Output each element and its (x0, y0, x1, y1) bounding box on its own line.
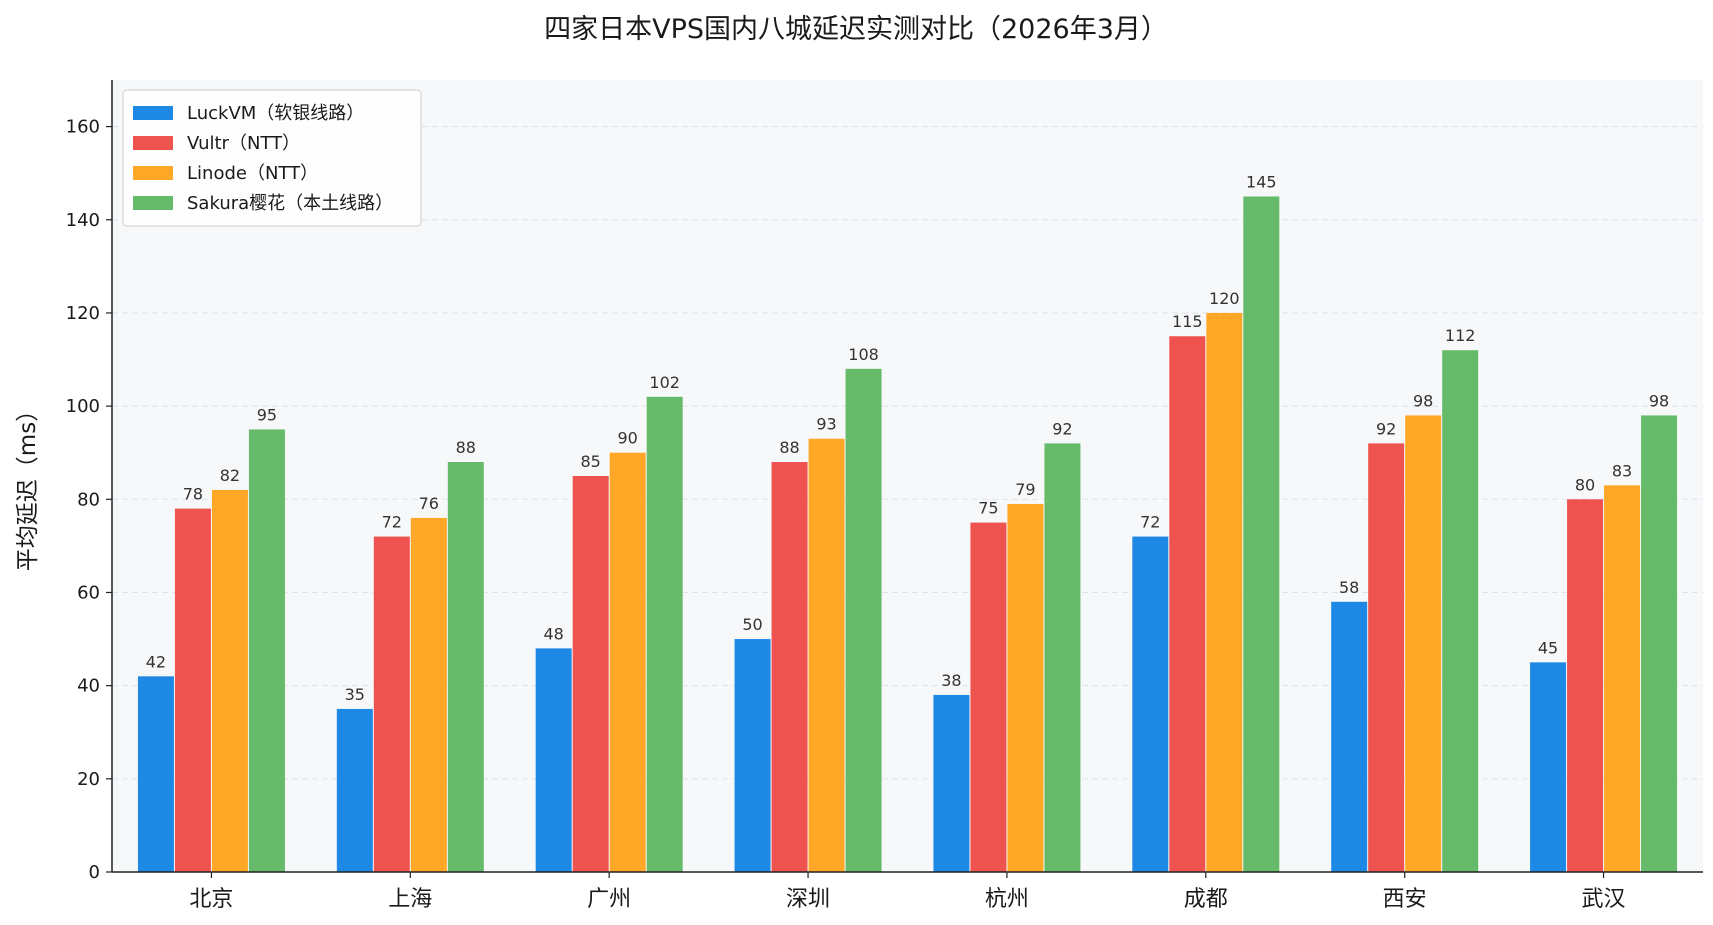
bar (174, 508, 211, 872)
data-label: 79 (1015, 480, 1035, 499)
data-label: 93 (816, 415, 836, 434)
bar (1604, 485, 1641, 872)
data-label: 45 (1538, 638, 1558, 657)
legend-swatch (133, 136, 173, 150)
y-tick-label: 120 (66, 303, 100, 324)
data-label: 35 (345, 685, 365, 704)
bar (845, 368, 882, 872)
data-label: 72 (382, 513, 402, 532)
y-tick-label: 40 (77, 676, 100, 697)
bar (447, 462, 484, 872)
bar (1368, 443, 1405, 872)
x-tick-label: 杭州 (985, 887, 1029, 912)
x-tick-label: 西安 (1383, 887, 1427, 912)
data-label: 76 (419, 494, 439, 513)
x-tick-label: 成都 (1184, 887, 1228, 912)
bar (535, 648, 572, 872)
bar (373, 536, 410, 872)
data-label: 82 (220, 466, 240, 485)
x-tick-label: 深圳 (786, 887, 830, 912)
data-label: 72 (1140, 513, 1160, 532)
bar (609, 452, 646, 872)
bar (1442, 350, 1479, 872)
data-label: 38 (941, 671, 961, 690)
y-tick-label: 60 (77, 582, 100, 603)
data-label: 88 (779, 438, 799, 457)
bar (137, 676, 174, 872)
bar (970, 522, 1007, 872)
bar (1405, 415, 1442, 872)
data-label: 112 (1445, 326, 1476, 345)
data-label: 88 (456, 438, 476, 457)
y-tick-label: 80 (77, 489, 100, 510)
x-tick-label: 广州 (587, 887, 631, 912)
bar (248, 429, 285, 872)
bar (1331, 601, 1368, 872)
bar (734, 639, 771, 872)
legend-swatch (133, 196, 173, 210)
y-tick-label: 0 (89, 862, 100, 883)
data-label: 95 (257, 405, 277, 424)
data-label: 115 (1172, 312, 1203, 331)
data-label: 50 (742, 615, 762, 634)
data-label: 85 (581, 452, 601, 471)
y-tick-label: 100 (66, 396, 100, 417)
y-axis-label: 平均延迟（ms） (15, 399, 41, 571)
data-label: 98 (1413, 391, 1433, 410)
legend-label: Vultr（NTT） (187, 133, 300, 154)
data-label: 48 (544, 624, 564, 643)
bar (1007, 503, 1044, 872)
x-tick-label: 上海 (388, 887, 432, 912)
legend-swatch (133, 106, 173, 120)
bar (1641, 415, 1678, 872)
data-label: 75 (978, 499, 998, 518)
bar (933, 694, 970, 872)
data-label: 102 (649, 373, 680, 392)
bar (1044, 443, 1081, 872)
data-label: 108 (848, 345, 879, 364)
bar (1567, 499, 1604, 872)
bar (1530, 662, 1567, 872)
data-label: 90 (618, 429, 638, 448)
data-label: 145 (1246, 172, 1277, 191)
data-label: 58 (1339, 578, 1359, 597)
bar (1169, 336, 1206, 872)
data-label: 80 (1575, 475, 1595, 494)
bar (410, 517, 447, 872)
legend-label: Sakura樱花（本土线路） (187, 193, 393, 214)
y-tick-label: 20 (77, 769, 100, 790)
data-label: 92 (1052, 419, 1072, 438)
data-label: 42 (146, 652, 166, 671)
bar (646, 396, 683, 872)
y-tick-label: 140 (66, 210, 100, 231)
bar (211, 489, 248, 872)
bar (1243, 196, 1280, 872)
y-tick-label: 160 (66, 117, 100, 138)
legend-label: LuckVM（软银线路） (187, 103, 364, 124)
x-tick-label: 北京 (189, 887, 233, 912)
bar (808, 438, 845, 872)
legend-label: Linode（NTT） (187, 163, 318, 184)
data-label: 78 (183, 485, 203, 504)
bar (336, 708, 373, 872)
legend-swatch (133, 166, 173, 180)
legend-box (122, 89, 422, 227)
data-label: 92 (1376, 419, 1396, 438)
bar (572, 476, 609, 872)
chart-title: 四家日本VPS国内八城延迟实测对比（2026年3月） (544, 14, 1168, 45)
data-label: 120 (1209, 289, 1240, 308)
bar (1206, 312, 1243, 872)
data-label: 83 (1612, 461, 1632, 480)
bar (1132, 536, 1169, 872)
plot-area: 0 20 40 60 80 100 120 140 160 42 78 82 95 北京 35 72 76 88 上… (66, 80, 1703, 912)
x-tick-label: 武汉 (1582, 887, 1626, 912)
bar (771, 462, 808, 872)
data-label: 98 (1649, 391, 1669, 410)
legend: LuckVM（软银线路） Vultr（NTT） Linode（NTT） Sakura樱… (122, 89, 422, 227)
